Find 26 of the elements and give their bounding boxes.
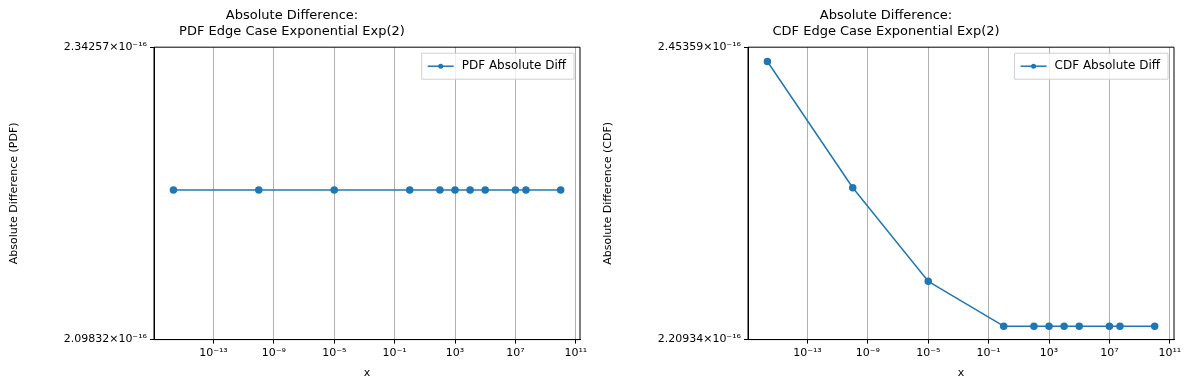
x-tick-label: 10⁻¹³ [793,346,822,360]
x-tick-label: 10⁷ [506,346,525,360]
chart-title: Absolute Difference: PDF Edge Case Exponential Exp(2) [179,7,405,38]
chart-title: Absolute Difference: CDF Edge Case Exponential Exp(2) [772,7,1000,38]
y-axis-title: Absolute Difference (CDF) [601,121,615,265]
x-tick-label: 10⁻¹³ [199,346,228,360]
y-tick-label: 2.45359×10⁻¹⁶ [657,40,742,54]
x-tick-label: 10⁻⁹ [261,346,286,360]
x-tick-label: 10¹¹ [1158,346,1182,360]
x-tick-label: 10⁻⁵ [916,346,941,360]
x-tick-label: 10³ [445,346,465,360]
x-tick-label: 10¹¹ [564,346,588,360]
x-axis-title: x [363,366,371,380]
x-tick-label: 10⁻¹ [382,346,407,360]
y-tick-label: 2.34257×10⁻¹⁶ [63,40,148,54]
x-tick-label: 10⁻⁵ [322,346,347,360]
y-tick-label: 2.20934×10⁻¹⁶ [657,332,742,346]
x-tick-label: 10⁷ [1100,346,1119,360]
legend-label: CDF Absolute Diff [1054,58,1161,73]
y-axis-title: Absolute Difference (PDF) [7,122,21,265]
x-tick-label: 10⁻¹ [976,346,1001,360]
x-axis-title: x [957,366,965,380]
x-tick-label: 10³ [1039,346,1059,360]
legend-label: PDF Absolute Diff [461,58,567,73]
x-tick-label: 10⁻⁹ [855,346,880,360]
y-tick-label: 2.09832×10⁻¹⁶ [63,332,148,346]
